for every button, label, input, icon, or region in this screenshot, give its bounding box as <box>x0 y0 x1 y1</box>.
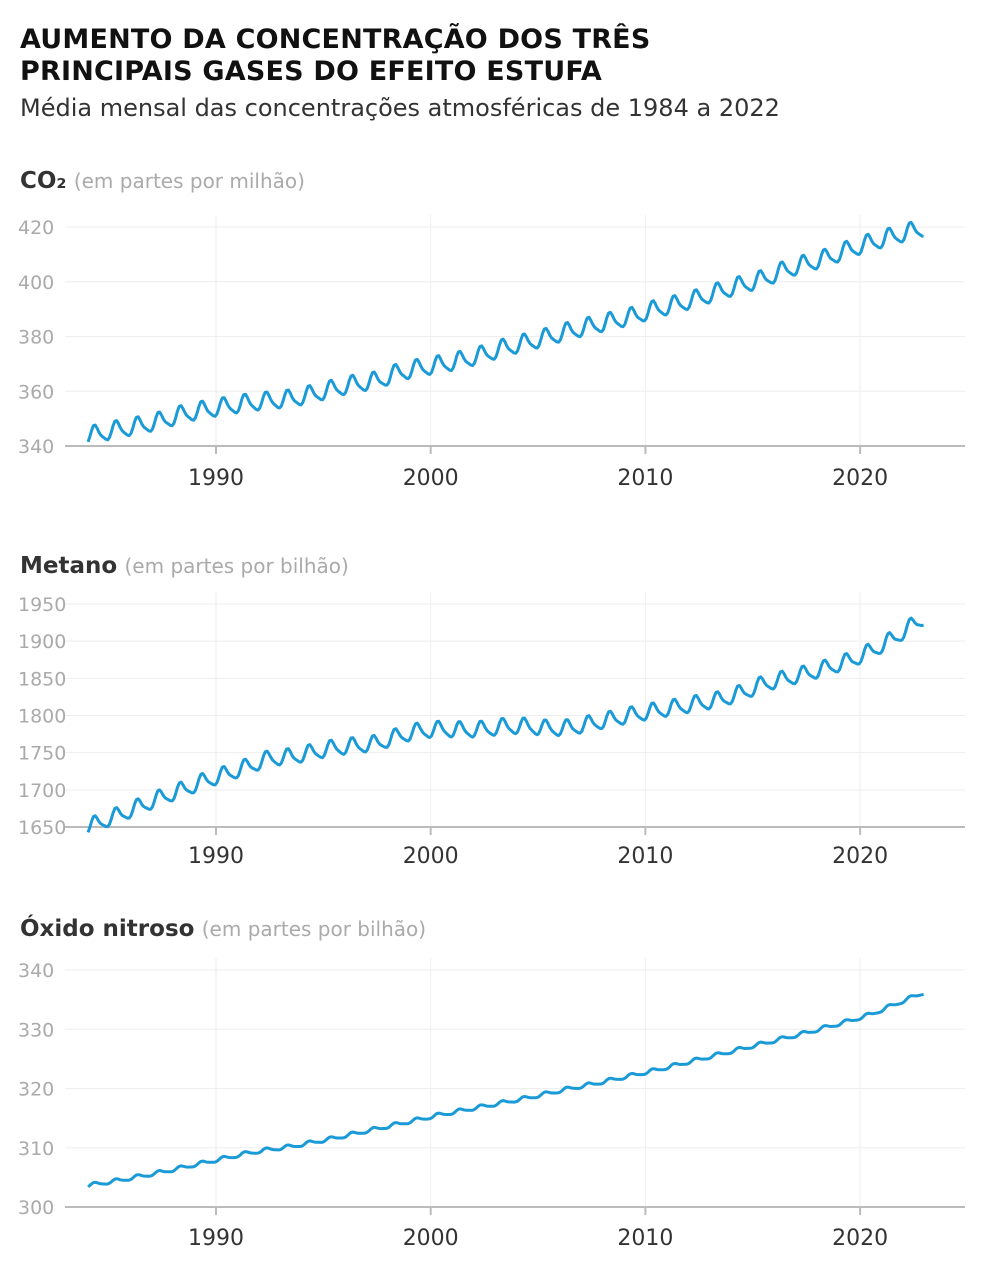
unit-label: (em partes por bilhão) <box>201 917 427 941</box>
x-tick-label: 1990 <box>188 1226 244 1251</box>
x-tick-label: 2020 <box>832 466 888 491</box>
y-tick-label: 1700 <box>18 780 66 802</box>
x-tick-label: 2010 <box>617 844 673 869</box>
y-tick-label: 360 <box>18 381 54 403</box>
x-tick-label: 1990 <box>188 466 244 491</box>
y-tick-label: 1900 <box>18 631 66 653</box>
y-tick-label: 1800 <box>18 706 66 728</box>
y-tick-label: 400 <box>18 272 54 294</box>
chart-subtitle: Média mensal das concentrações atmosféri… <box>20 94 780 122</box>
x-tick-label: 2000 <box>403 1226 459 1251</box>
unit-label: (em partes por bilhão) <box>124 554 349 578</box>
x-tick-label: 2010 <box>617 1226 673 1251</box>
chart-title: AUMENTO DA CONCENTRAÇÃO DOS TRÊS PRINCIP… <box>20 24 651 87</box>
y-tick-label: 340 <box>18 436 54 458</box>
series-line <box>87 992 925 1188</box>
panel-title-co2: CO₂ (em partes por milhão) <box>20 168 305 194</box>
y-tick-label: 310 <box>18 1138 54 1160</box>
y-tick-label: 340 <box>18 960 54 982</box>
y-tick-label: 1850 <box>18 668 66 690</box>
x-tick-label: 2000 <box>403 466 459 491</box>
unit-label: (em partes por milhão) <box>73 169 305 193</box>
y-tick-label: 320 <box>18 1079 54 1101</box>
y-tick-label: 300 <box>18 1197 54 1219</box>
y-tick-label: 1750 <box>18 743 66 765</box>
x-tick-label: 2020 <box>832 844 888 869</box>
y-tick-label: 420 <box>18 217 54 239</box>
series-name: Óxido nitroso <box>20 916 195 942</box>
y-tick-label: 330 <box>18 1019 54 1041</box>
series-line <box>86 616 925 833</box>
x-tick-label: 1990 <box>188 844 244 869</box>
y-tick-label: 1650 <box>18 817 66 839</box>
x-tick-label: 2010 <box>617 466 673 491</box>
y-tick-label: 380 <box>18 327 54 349</box>
x-tick-label: 2020 <box>832 1226 888 1251</box>
x-tick-label: 2000 <box>403 844 459 869</box>
series-line <box>86 220 924 443</box>
panel-title-methane: Metano (em partes por bilhão) <box>20 553 349 579</box>
series-name: CO₂ <box>20 168 67 194</box>
panel-title-n2o: Óxido nitroso (em partes por bilhão) <box>20 916 426 942</box>
series-name: Metano <box>20 553 118 579</box>
y-tick-label: 1950 <box>18 594 66 616</box>
